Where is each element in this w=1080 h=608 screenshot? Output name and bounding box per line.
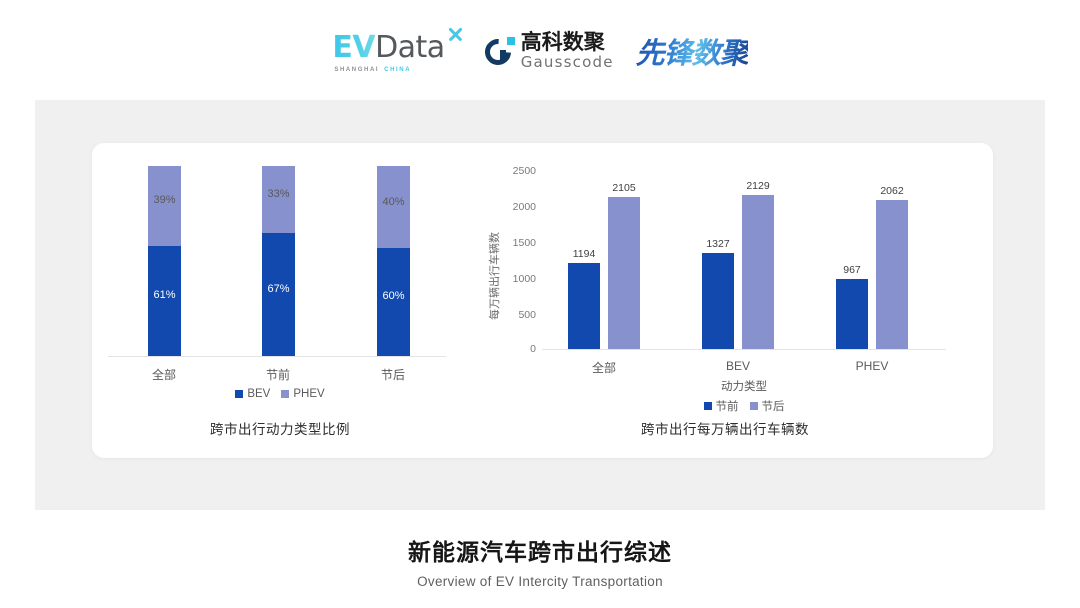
legend-label-jieqian: 节前 (715, 401, 739, 413)
legend-item-bev[interactable]: BEV (235, 388, 270, 400)
legend-item-phev[interactable]: PHEV (281, 388, 325, 400)
bar-quanbu-bev: 61% (148, 246, 181, 356)
cat-label-group-quanbu: 全部 (591, 361, 616, 375)
chart-left-axis (108, 356, 446, 357)
x-axis-title: 动力类型 (721, 381, 767, 393)
g-circle-icon (479, 33, 517, 71)
caption-right-chart: 跨市出行每万辆出行车辆数 (641, 422, 809, 437)
evdata-ev-text: EV (332, 29, 376, 65)
bar-label-jieqian-phev: 33% (267, 188, 290, 200)
x-cross-icon (446, 26, 463, 43)
evdata-wordmark: EV Data (332, 26, 463, 65)
bar-quanbu-jiehou (608, 197, 640, 349)
cat-label-jieqian: 节前 (265, 368, 290, 382)
logo-xianfeng: 先锋数聚 (636, 30, 749, 72)
chart-left-legend: BEV PHEV (100, 388, 460, 400)
slide-footer: 新能源汽车跨市出行综述 Overview of EV Intercity Tra… (0, 533, 1080, 589)
bar-bev-jiehou (742, 195, 774, 349)
legend-swatch-bev (235, 390, 244, 398)
val-label-bev-jieqian: 1327 (706, 238, 730, 250)
evdata-shanghai-text: SHANGHAI (334, 66, 380, 73)
footer-title-cn: 新能源汽车跨市出行综述 (408, 540, 672, 566)
legend-label-jiehou: 节后 (761, 401, 785, 413)
val-label-phev-jiehou: 2062 (880, 185, 904, 197)
evdata-data-text: Data (375, 29, 445, 65)
bar-jieqian-bev: 67% (262, 233, 295, 356)
legend-swatch-jiehou (749, 402, 758, 410)
val-label-quanbu-jiehou: 2105 (612, 182, 636, 194)
ytick-1000: 1000 (512, 273, 536, 285)
chart-left-plot: 39% 61% 全部 33% 67% 节前 40% 60% 节后 (100, 150, 460, 400)
chart-right-axis (542, 349, 946, 350)
logo-bar: EV Data SHANGHAI CHINA 高科数聚 Gausscode 先锋… (0, 22, 1080, 80)
gausscode-en-text: Gausscode (520, 53, 614, 71)
logo-gausscode: 高科数聚 Gausscode (479, 32, 614, 71)
evdata-subtitle: SHANGHAI CHINA (334, 67, 411, 73)
chart-vehicles-per-10k: 每万辆出行车辆数 2500 2000 1500 1000 500 0 1194 … (480, 150, 950, 414)
chart-right-plot: 每万辆出行车辆数 2500 2000 1500 1000 500 0 1194 … (480, 150, 950, 414)
legend-swatch-jieqian (703, 402, 712, 410)
bar-label-quanbu-phev: 39% (153, 194, 176, 206)
bar-label-jieqian-bev: 67% (267, 283, 290, 295)
cat-label-group-phev: PHEV (855, 359, 889, 373)
legend-swatch-phev (281, 390, 290, 398)
bar-label-quanbu-bev: 61% (153, 289, 176, 301)
evdata-china-text: CHINA (384, 66, 412, 73)
ytick-0: 0 (530, 343, 536, 355)
legend-item-jieqian[interactable]: 节前 (703, 398, 739, 414)
chart-powertrain-share: 39% 61% 全部 33% 67% 节前 40% 60% 节后 (100, 150, 460, 400)
legend-label-phev: PHEV (293, 388, 325, 400)
val-label-bev-jiehou: 2129 (746, 180, 770, 192)
legend-item-jiehou[interactable]: 节后 (749, 398, 785, 414)
bar-jiehou-phev: 40% (377, 166, 410, 248)
xianfeng-cn-text: 先锋数聚 (636, 30, 749, 72)
chart-right-legend: 节前 节后 (542, 398, 946, 414)
bar-label-jiehou-bev: 60% (382, 290, 405, 302)
bar-quanbu-jieqian (568, 263, 600, 349)
bar-bev-jieqian (702, 253, 734, 349)
logo-evdata: EV Data SHANGHAI CHINA (332, 26, 463, 73)
footer-title-en: Overview of EV Intercity Transportation (417, 574, 663, 589)
bar-jiehou-bev: 60% (377, 248, 410, 356)
caption-left-chart: 跨市出行动力类型比例 (210, 422, 350, 437)
ytick-500: 500 (518, 309, 536, 321)
bar-quanbu-phev: 39% (148, 166, 181, 246)
cat-label-jiehou: 节后 (380, 368, 405, 382)
ytick-2000: 2000 (512, 201, 536, 213)
bar-label-jiehou-phev: 40% (382, 196, 405, 208)
cat-label-quanbu: 全部 (151, 368, 176, 382)
ytick-1500: 1500 (512, 237, 536, 249)
bar-phev-jieqian (836, 279, 868, 349)
gausscode-wordmark: 高科数聚 Gausscode (521, 32, 614, 70)
legend-label-bev: BEV (247, 388, 271, 400)
val-label-quanbu-jieqian: 1194 (572, 248, 596, 260)
ytick-2500: 2500 (512, 165, 536, 177)
bar-jieqian-phev: 33% (262, 166, 295, 233)
gausscode-cn-text: 高科数聚 (520, 30, 605, 54)
val-label-phev-jieqian: 967 (843, 264, 861, 276)
bar-phev-jiehou (876, 200, 908, 349)
cat-label-group-bev: BEV (725, 359, 750, 373)
